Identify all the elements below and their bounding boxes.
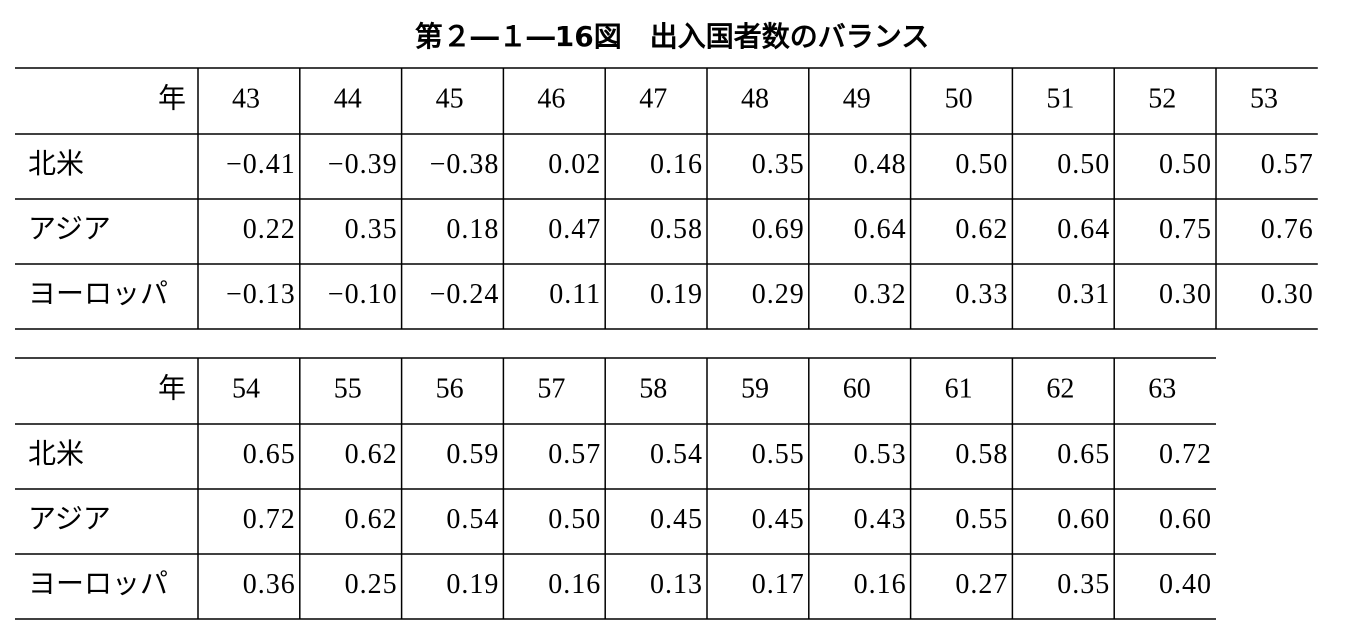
cell: 0.45 xyxy=(650,504,703,535)
cell: 0.72 xyxy=(1159,439,1212,470)
header-cell: 56 xyxy=(436,373,464,404)
header-cell: 49 xyxy=(843,83,871,114)
header-cell: 47 xyxy=(639,83,667,114)
cell: 0.50 xyxy=(548,504,601,535)
header-cell: 43 xyxy=(232,83,260,114)
cell: 0.75 xyxy=(1159,214,1212,245)
header-cell: 59 xyxy=(741,373,769,404)
cell: 0.62 xyxy=(345,439,398,470)
cell: 0.57 xyxy=(1261,149,1314,180)
header-cell: 57 xyxy=(537,373,565,404)
header-cell: 54 xyxy=(232,373,260,404)
cell: 0.65 xyxy=(243,439,296,470)
cell: 0.13 xyxy=(650,569,703,600)
cell: 0.16 xyxy=(548,569,601,600)
cell: 0.64 xyxy=(1057,214,1110,245)
header-cell: 48 xyxy=(741,83,769,114)
cell: 0.16 xyxy=(854,569,907,600)
cell: 0.50 xyxy=(1057,149,1110,180)
header-cell: 60 xyxy=(843,373,871,404)
header-cell: 50 xyxy=(945,83,973,114)
cell: 0.57 xyxy=(548,439,601,470)
cell: 0.16 xyxy=(650,149,703,180)
cell: 0.64 xyxy=(854,214,907,245)
cell: 0.02 xyxy=(548,149,601,180)
row-label: 北米 xyxy=(28,148,84,180)
header-cell: 年 xyxy=(158,372,186,404)
cell: 0.35 xyxy=(345,214,398,245)
cell: 0.47 xyxy=(548,214,601,245)
cell: 0.35 xyxy=(1057,569,1110,600)
cell: 0.35 xyxy=(752,149,805,180)
cell: 0.19 xyxy=(650,279,703,310)
row-label: 北米 xyxy=(28,438,84,470)
row-label: アジア xyxy=(28,504,111,535)
row-label: アジア xyxy=(28,214,111,245)
cell: 0.33 xyxy=(955,279,1008,310)
cell: 0.17 xyxy=(752,569,805,600)
cell: 0.59 xyxy=(446,439,499,470)
cell: 0.58 xyxy=(955,439,1008,470)
cell: 0.62 xyxy=(345,504,398,535)
cell: −0.24 xyxy=(430,279,500,310)
cell: 0.32 xyxy=(854,279,907,310)
cell: 0.45 xyxy=(752,504,805,535)
cell: 0.54 xyxy=(650,439,703,470)
cell: 0.55 xyxy=(752,439,805,470)
cell: 0.54 xyxy=(446,504,499,535)
header-cell: 61 xyxy=(945,373,973,404)
cell: 0.65 xyxy=(1057,439,1110,470)
header-cell: 46 xyxy=(537,83,565,114)
header-cell: 53 xyxy=(1250,83,1278,114)
cell: −0.10 xyxy=(328,279,398,310)
cell: −0.38 xyxy=(430,149,500,180)
cell: 0.43 xyxy=(854,504,907,535)
header-cell: 51 xyxy=(1046,83,1074,114)
cell: 0.36 xyxy=(243,569,296,600)
cell: 0.62 xyxy=(955,214,1008,245)
header-cell: 62 xyxy=(1046,373,1074,404)
cell: 0.19 xyxy=(446,569,499,600)
header-cell: 44 xyxy=(334,83,362,114)
cell: 0.58 xyxy=(650,214,703,245)
header-cell: 55 xyxy=(334,373,362,404)
cell: 0.48 xyxy=(854,149,907,180)
cell: 0.53 xyxy=(854,439,907,470)
cell: 0.72 xyxy=(243,504,296,535)
header-cell: 63 xyxy=(1148,373,1176,404)
title: 第２―１―16図 出入国者数のバランス xyxy=(415,20,929,53)
cell: 0.18 xyxy=(446,214,499,245)
cell: 0.22 xyxy=(243,214,296,245)
row-label: ヨーロッパ xyxy=(28,279,168,310)
cell: −0.13 xyxy=(226,279,296,310)
cell: 0.29 xyxy=(752,279,805,310)
cell: −0.39 xyxy=(328,149,398,180)
cell: 0.60 xyxy=(1159,504,1212,535)
cell: 0.69 xyxy=(752,214,805,245)
cell: 0.11 xyxy=(549,279,601,310)
cell: 0.60 xyxy=(1057,504,1110,535)
cell: 0.30 xyxy=(1159,279,1212,310)
header-cell: 年 xyxy=(158,82,186,114)
cell: 0.40 xyxy=(1159,569,1212,600)
cell: 0.55 xyxy=(955,504,1008,535)
cell: 0.31 xyxy=(1057,279,1110,310)
row-label: ヨーロッパ xyxy=(28,569,168,600)
header-cell: 52 xyxy=(1148,83,1176,114)
cell: 0.50 xyxy=(955,149,1008,180)
header-cell: 58 xyxy=(639,373,667,404)
cell: 0.30 xyxy=(1261,279,1314,310)
cell: 0.50 xyxy=(1159,149,1212,180)
header-cell: 45 xyxy=(436,83,464,114)
cell: −0.41 xyxy=(226,149,296,180)
cell: 0.76 xyxy=(1261,214,1314,245)
cell: 0.27 xyxy=(955,569,1008,600)
cell: 0.25 xyxy=(345,569,398,600)
